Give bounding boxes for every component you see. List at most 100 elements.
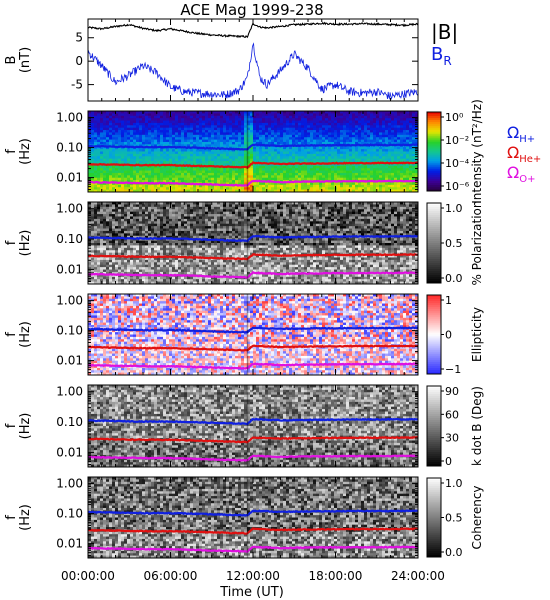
intensity-cell	[115, 156, 118, 159]
intensity-cell	[325, 149, 328, 152]
intensity-cell	[388, 128, 391, 131]
intensity-cell	[391, 159, 394, 162]
polarization-cell	[148, 231, 151, 234]
polarization-cell	[112, 248, 115, 251]
intensity-cell	[325, 113, 328, 116]
polarization-cell	[127, 221, 130, 224]
polarization-cell	[136, 260, 139, 263]
intensity-cell	[355, 187, 358, 190]
intensity-cell	[271, 187, 274, 190]
intensity-cell	[337, 132, 340, 135]
intensity-cell	[286, 137, 289, 140]
intensity-cell	[112, 140, 115, 143]
intensity-cell	[166, 166, 169, 169]
polarization-cell	[136, 241, 139, 244]
intensity-cell	[115, 171, 118, 174]
polarization-cell	[97, 204, 100, 207]
intensity-cell	[250, 121, 253, 124]
b-ylabel-main: B	[4, 56, 19, 65]
intensity-cell	[94, 156, 97, 159]
intensity-cell	[232, 168, 235, 171]
intensity-cell	[250, 154, 253, 157]
intensity-cell	[325, 125, 328, 128]
intensity-cell	[151, 173, 154, 176]
intensity-cell	[307, 116, 310, 119]
intensity-cell	[334, 140, 337, 143]
polarization-cell	[112, 245, 115, 248]
intensity-cell	[202, 161, 205, 164]
intensity-cell	[271, 128, 274, 131]
intensity-cell	[106, 168, 109, 171]
intensity-cell	[409, 149, 412, 152]
intensity-cell	[355, 137, 358, 140]
polarization-cell	[121, 270, 124, 273]
polarization-cell	[172, 224, 175, 227]
intensity-cell	[337, 140, 340, 143]
intensity-cell	[193, 175, 196, 178]
intensity-cell	[226, 118, 229, 121]
intensity-cell	[196, 171, 199, 174]
b-ytick-label: -5	[71, 78, 83, 92]
intensity-cell	[112, 116, 115, 119]
intensity-cell	[358, 130, 361, 133]
intensity-cell	[238, 156, 241, 159]
intensity-cell	[109, 154, 112, 157]
intensity-cell	[160, 125, 163, 128]
intensity-cell	[181, 125, 184, 128]
intensity-cell	[166, 132, 169, 135]
intensity-cell	[115, 132, 118, 135]
intensity-cell	[208, 168, 211, 171]
intensity-cell	[238, 175, 241, 178]
intensity-cell	[286, 123, 289, 126]
intensity-cell	[223, 175, 226, 178]
intensity-cell	[124, 171, 127, 174]
polarization-cell	[112, 260, 115, 263]
intensity-cell	[88, 130, 91, 133]
intensity-cell	[262, 137, 265, 140]
polarization-cell	[160, 219, 163, 222]
intensity-cell	[310, 171, 313, 174]
intensity-cell	[265, 130, 268, 133]
intensity-cell	[172, 121, 175, 124]
polarization-cell	[151, 207, 154, 210]
intensity-cell	[394, 171, 397, 174]
intensity-cell	[121, 121, 124, 124]
intensity-cell	[406, 137, 409, 140]
intensity-cell	[124, 152, 127, 155]
intensity-cell	[232, 113, 235, 116]
intensity-cell	[112, 187, 115, 190]
polarization-cell	[145, 226, 148, 229]
polarization-cell	[130, 212, 133, 215]
polarization-cell	[157, 231, 160, 234]
intensity-cell	[382, 152, 385, 155]
polarization-cell	[172, 243, 175, 246]
intensity-cell	[325, 175, 328, 178]
intensity-cell	[283, 156, 286, 159]
intensity-cell	[172, 130, 175, 133]
polarization-cell	[145, 229, 148, 232]
intensity-cell	[325, 123, 328, 126]
intensity-cell	[295, 123, 298, 126]
polarization-cell	[154, 226, 157, 229]
intensity-cell	[394, 125, 397, 128]
intensity-cell	[214, 161, 217, 164]
intensity-cell	[334, 168, 337, 171]
intensity-cell	[367, 159, 370, 162]
intensity-cell	[145, 185, 148, 188]
polarization-cell	[106, 231, 109, 234]
intensity-cell	[361, 130, 364, 133]
intensity-cell	[391, 185, 394, 188]
intensity-cell	[403, 149, 406, 152]
intensity-cell	[307, 156, 310, 159]
intensity-cell	[397, 135, 400, 138]
intensity-cell	[271, 154, 274, 157]
intensity-cell	[253, 147, 256, 150]
intensity-cell	[361, 125, 364, 128]
intensity-cell	[229, 123, 232, 126]
intensity-cell	[166, 128, 169, 131]
intensity-cell	[259, 121, 262, 124]
polarization-cell	[151, 241, 154, 244]
intensity-cell	[154, 142, 157, 145]
intensity-cell	[205, 154, 208, 157]
polarization-cell	[112, 207, 115, 210]
